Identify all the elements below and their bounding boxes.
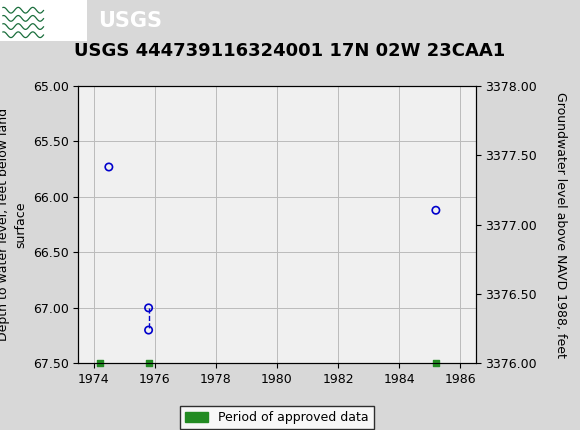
Point	[432, 360, 441, 367]
Point	[104, 163, 114, 170]
Bar	[0, 0, 87, 41]
Point	[432, 207, 441, 214]
Y-axis label: Depth to water level, feet below land
surface: Depth to water level, feet below land su…	[0, 108, 27, 341]
Point	[144, 360, 153, 367]
Y-axis label: Groundwater level above NAVD 1988, feet: Groundwater level above NAVD 1988, feet	[554, 92, 567, 358]
Text: USGS 444739116324001 17N 02W 23CAA1: USGS 444739116324001 17N 02W 23CAA1	[74, 42, 506, 60]
Text: USGS: USGS	[99, 11, 162, 31]
Point	[95, 360, 104, 367]
Legend: Period of approved data: Period of approved data	[180, 406, 374, 429]
Point	[144, 304, 153, 311]
Point	[144, 327, 153, 334]
